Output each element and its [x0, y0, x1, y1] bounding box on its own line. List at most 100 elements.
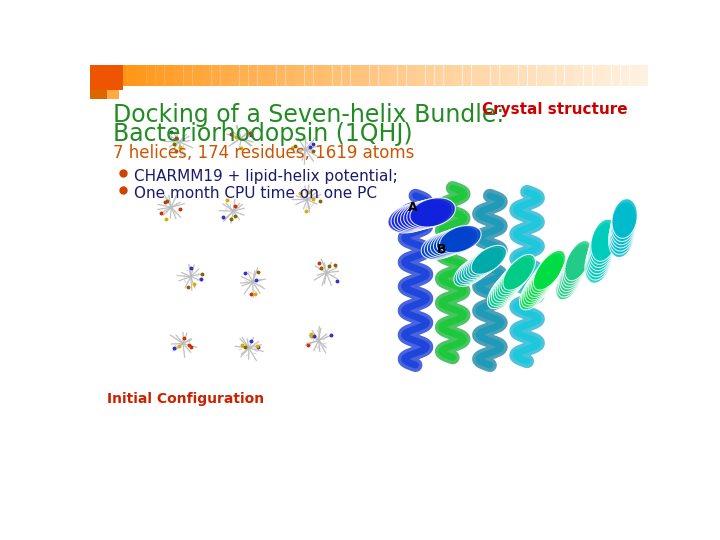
Bar: [472, 65, 482, 86]
Bar: [304, 65, 314, 86]
Ellipse shape: [610, 212, 635, 251]
Bar: [192, 65, 202, 86]
Bar: [462, 65, 472, 86]
Text: Docking of a Seven-helix Bundle:: Docking of a Seven-helix Bundle:: [113, 103, 505, 127]
Ellipse shape: [520, 270, 552, 310]
Bar: [546, 65, 556, 86]
Ellipse shape: [499, 259, 531, 295]
Bar: [90, 65, 648, 86]
Bar: [174, 65, 184, 86]
Text: Initial Configuration: Initial Configuration: [107, 392, 264, 406]
Ellipse shape: [589, 225, 616, 267]
Ellipse shape: [491, 268, 523, 304]
Bar: [481, 65, 490, 86]
Bar: [564, 65, 575, 86]
Bar: [145, 65, 156, 86]
Bar: [248, 65, 258, 86]
Ellipse shape: [531, 253, 564, 293]
Bar: [258, 65, 267, 86]
Ellipse shape: [556, 260, 582, 300]
Ellipse shape: [611, 202, 636, 241]
Ellipse shape: [487, 273, 520, 309]
Bar: [387, 65, 397, 86]
Ellipse shape: [528, 258, 560, 298]
Ellipse shape: [424, 231, 466, 259]
Bar: [629, 65, 639, 86]
Ellipse shape: [469, 247, 504, 276]
Ellipse shape: [586, 238, 612, 280]
Ellipse shape: [459, 254, 494, 283]
Ellipse shape: [530, 255, 562, 295]
Ellipse shape: [521, 267, 554, 307]
Ellipse shape: [395, 202, 440, 231]
Ellipse shape: [588, 232, 614, 274]
Bar: [444, 65, 454, 86]
Ellipse shape: [561, 249, 588, 289]
Bar: [527, 65, 537, 86]
Ellipse shape: [534, 251, 565, 290]
Ellipse shape: [456, 255, 492, 285]
Ellipse shape: [559, 252, 587, 292]
Ellipse shape: [559, 254, 585, 294]
Bar: [294, 65, 305, 86]
Bar: [127, 65, 138, 86]
Text: Bacteriorhodopsin (1QHJ): Bacteriorhodopsin (1QHJ): [113, 122, 413, 146]
Ellipse shape: [462, 252, 497, 281]
Bar: [369, 65, 379, 86]
Bar: [378, 65, 388, 86]
Bar: [601, 65, 611, 86]
Ellipse shape: [587, 235, 613, 277]
Bar: [276, 65, 286, 86]
Ellipse shape: [501, 256, 534, 293]
Ellipse shape: [564, 241, 592, 281]
Bar: [118, 65, 128, 86]
Bar: [639, 65, 649, 86]
Bar: [285, 65, 295, 86]
Bar: [360, 65, 370, 86]
Ellipse shape: [585, 241, 611, 283]
Bar: [620, 65, 630, 86]
Bar: [313, 65, 323, 86]
Bar: [239, 65, 249, 86]
Bar: [183, 65, 193, 86]
Ellipse shape: [493, 266, 526, 302]
Bar: [202, 65, 212, 86]
Ellipse shape: [523, 265, 555, 305]
Ellipse shape: [400, 200, 446, 230]
Ellipse shape: [464, 251, 499, 280]
Ellipse shape: [588, 228, 615, 271]
Ellipse shape: [497, 261, 530, 297]
Ellipse shape: [608, 218, 634, 258]
Ellipse shape: [421, 232, 463, 260]
Bar: [99, 65, 109, 86]
Ellipse shape: [410, 198, 456, 227]
Ellipse shape: [495, 264, 528, 300]
Bar: [434, 65, 444, 86]
Bar: [137, 65, 147, 86]
Bar: [508, 65, 518, 86]
Bar: [536, 65, 546, 86]
Bar: [220, 65, 230, 86]
Text: CHARMM19 + lipid-helix potential;: CHARMM19 + lipid-helix potential;: [134, 168, 398, 184]
Bar: [583, 65, 593, 86]
Ellipse shape: [439, 225, 481, 253]
Ellipse shape: [490, 271, 522, 306]
Bar: [332, 65, 342, 86]
Bar: [397, 65, 407, 86]
Ellipse shape: [436, 226, 478, 254]
Text: B: B: [436, 244, 446, 256]
Ellipse shape: [611, 205, 636, 245]
Ellipse shape: [611, 208, 636, 248]
Bar: [351, 65, 361, 86]
Bar: [155, 65, 165, 86]
Ellipse shape: [407, 199, 452, 228]
Text: 7 helices, 174 residues, 1619 atoms: 7 helices, 174 residues, 1619 atoms: [113, 144, 415, 162]
Ellipse shape: [591, 219, 617, 261]
Ellipse shape: [557, 257, 584, 297]
Ellipse shape: [564, 244, 590, 284]
Ellipse shape: [391, 203, 436, 232]
Bar: [109, 65, 119, 86]
Text: Crystal structure: Crystal structure: [482, 102, 628, 117]
Bar: [499, 65, 509, 86]
Bar: [406, 65, 416, 86]
